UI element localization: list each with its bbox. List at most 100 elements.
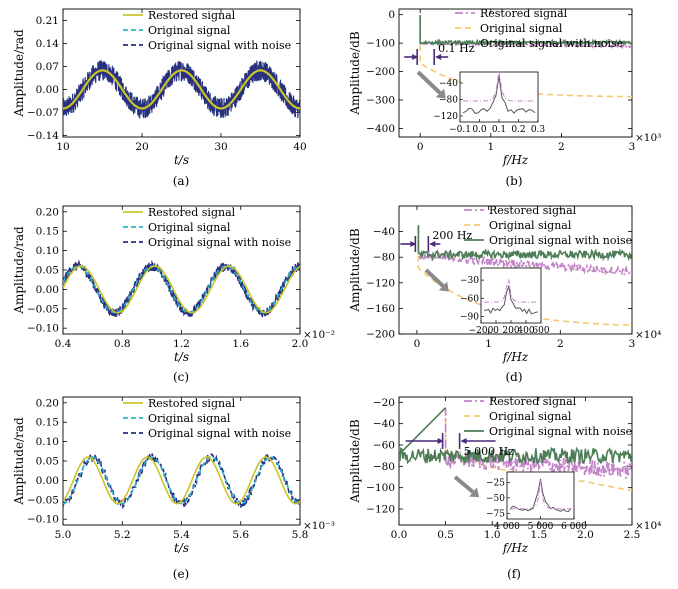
subfigure-caption: (b) <box>505 174 522 188</box>
y-tick-label: −0.07 <box>27 107 59 119</box>
y-tick-label: −40 <box>373 226 395 238</box>
annotation-label: 200 Hz <box>432 229 472 242</box>
inset-pointer-arrow <box>416 70 446 99</box>
x-tick-label: 5.2 <box>114 529 131 541</box>
inset-frame <box>459 71 539 123</box>
inset-frame <box>480 267 542 324</box>
legend-entry: Restored signal <box>148 9 236 22</box>
x-tick-label: 3 <box>629 338 636 350</box>
series-noise-spectrum <box>419 15 632 47</box>
x-tick-label: 0.5 <box>437 529 454 541</box>
inset-arrow-shaft <box>424 268 445 288</box>
inset-y-tick-label: −50 <box>486 494 505 504</box>
series-restored-line <box>63 69 300 110</box>
x-axis-label: f/Hz <box>502 350 529 364</box>
y-tick-label: 0.20 <box>36 397 59 409</box>
legend-entry: Restored signal <box>489 395 577 408</box>
x-tick-label: 30 <box>214 141 227 153</box>
legend-entry: Restored signal <box>489 204 577 217</box>
legend-entry: Original signal <box>148 412 231 425</box>
y-tick-label: −60 <box>373 440 395 452</box>
x-tick-label: 5.4 <box>173 529 190 541</box>
x-multiplier: ×10⁴ <box>635 329 661 341</box>
y-tick-label: −200 <box>366 329 395 341</box>
inset-x-tick-label: −0.1 <box>449 125 471 135</box>
inset-restored-spectrum <box>463 70 535 102</box>
inset-restored-spectrum <box>510 480 571 510</box>
y-tick-label: 0.20 <box>36 206 59 218</box>
y-tick-label: 0 <box>388 9 395 21</box>
x-tick-label: 40 <box>293 141 306 153</box>
series-original-line <box>63 265 300 314</box>
subfigure-caption: (c) <box>173 370 189 384</box>
inset-x-tick-label: 0.2 <box>511 125 525 135</box>
legend-entry: Original signal <box>480 22 563 35</box>
plot-frame <box>398 205 633 335</box>
x-tick-label: 10 <box>56 141 69 153</box>
series-group <box>399 407 632 492</box>
y-tick-label: 0.05 <box>36 265 59 277</box>
inset-x-tick-label: 6 000 <box>561 522 587 532</box>
legend: Restored signal Original signal Original s… <box>123 9 291 52</box>
y-tick-label: −400 <box>366 123 395 135</box>
inset-noise-spectrum <box>509 478 572 512</box>
legend: Restored signal Original signal Original s… <box>123 397 291 440</box>
y-axis-label: Amplitude/rad <box>12 29 26 118</box>
x-tick-label: 5.0 <box>55 529 72 541</box>
x-tick-label: 0.4 <box>55 338 72 350</box>
series-original-spectrum <box>444 407 632 492</box>
x-tick-label: 1 <box>485 338 492 350</box>
inset-arrow-head <box>469 487 480 498</box>
y-tick-label: 0.10 <box>36 436 59 448</box>
x-tick-label: 1.2 <box>173 338 190 350</box>
series-noise-spectrum <box>417 225 632 262</box>
series-restored-line <box>63 265 300 314</box>
panel-c: 0.20 0.15 0.10 0.05 0.00 −0.05 −0.10 0.4 0.8 1.2 1… <box>12 205 335 384</box>
y-axis-label: Amplitude/dB <box>348 31 362 115</box>
legend-entry: Original signal <box>489 410 572 423</box>
x-axis-label: f/Hz <box>502 541 529 555</box>
panel-e: 0.20 0.15 0.10 0.05 0.00 −0.05 −0.10 5.0 5.2 5.4 5… <box>12 396 335 581</box>
legend: Restored signal Original signal Original s… <box>455 7 623 50</box>
y-tick-label: −100 <box>366 38 395 50</box>
y-axis-label: Amplitude/dB <box>348 419 362 503</box>
inset-y-tick-label: −60 <box>460 294 479 304</box>
legend-entry: Original signal with noise <box>480 37 623 50</box>
x-tick-label: 2 <box>557 338 564 350</box>
plot-frame <box>398 396 633 526</box>
y-tick-label: −0.05 <box>27 494 59 506</box>
inset-y-tick-label: −30 <box>460 276 479 286</box>
series-group <box>63 259 300 318</box>
arrowhead <box>412 54 419 60</box>
inset-arrow-head <box>435 88 446 99</box>
series-noise-spectrum <box>399 407 632 465</box>
x-tick-label: 2.0 <box>292 338 309 350</box>
panel-b: 0 −100 −200 −300 −400 0 1 2 3 f/Hz Amplitude/dB ×10… <box>348 7 661 188</box>
inset-restored-spectrum <box>484 279 538 303</box>
y-tick-label: 0.00 <box>36 475 59 487</box>
legend-entry: Original signal with noise <box>489 425 632 438</box>
series-group <box>63 452 300 510</box>
inset-x-tick-label: 0.3 <box>531 125 546 135</box>
inset-x-tick-label: 400 <box>517 326 534 336</box>
inset: −0.1 0.0 0.1 0.2 0.3 −40 −80 −120 <box>433 70 546 135</box>
inset-arrow-head <box>438 281 449 292</box>
y-tick-label: −80 <box>373 461 395 473</box>
y-tick-label: −40 <box>373 418 395 430</box>
y-tick-label: −120 <box>366 277 395 289</box>
x-tick-label: 1 <box>487 141 494 153</box>
x-tick-label: 2.5 <box>624 529 641 541</box>
legend-entry: Original signal <box>148 221 231 234</box>
y-tick-label: −200 <box>366 66 395 78</box>
y-tick-label: 0.05 <box>36 456 59 468</box>
series-original-line <box>63 456 300 505</box>
annotation-label: 5 000 Hz <box>464 445 515 458</box>
x-tick-label: 2 <box>558 141 565 153</box>
y-tick-label: 0.10 <box>36 245 59 257</box>
inset-y-tick-label: −120 <box>433 112 458 122</box>
x-tick-label: 2.0 <box>577 529 594 541</box>
inset-x-tick-label: 0.0 <box>472 125 487 135</box>
y-axis-label: Amplitude/dB <box>348 228 362 312</box>
